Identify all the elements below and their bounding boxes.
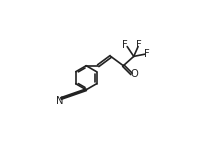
Text: F: F (122, 40, 128, 50)
Text: F: F (144, 49, 150, 59)
Text: O: O (130, 69, 138, 79)
Text: F: F (136, 40, 141, 50)
Text: N: N (56, 96, 63, 106)
